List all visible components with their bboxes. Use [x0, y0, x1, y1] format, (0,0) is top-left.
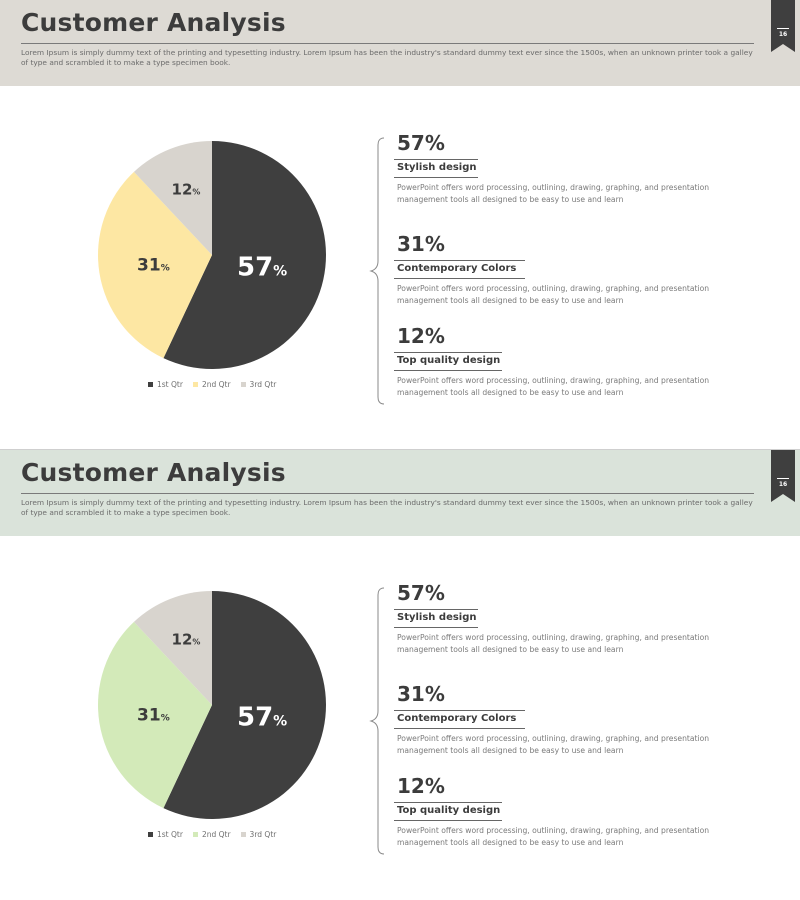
pie-slice-3rd-qtr [133, 141, 212, 255]
feature-heading: Stylish design [397, 612, 477, 623]
heading-bottom-rule [394, 627, 478, 628]
heading-top-rule [394, 710, 525, 711]
pie-chart: 57% 31% 12% [98, 591, 326, 819]
feature-percent: 12% [397, 324, 445, 348]
pie-data-label: 31% [137, 705, 170, 725]
slide-subtitle: Lorem Ipsum is simply dummy text of the … [21, 498, 753, 517]
feature-percent: 57% [397, 581, 445, 605]
chart-legend: 1st Qtr 2nd Qtr 3rd Qtr [148, 828, 276, 840]
feature-description: PowerPoint offers word processing, outli… [397, 633, 710, 654]
pie-slice-1st-qtr [163, 591, 326, 819]
legend-label: 2nd Qtr [201, 829, 231, 839]
slide-divider [0, 449, 800, 450]
feature-description: PowerPoint offers word processing, outli… [397, 734, 710, 755]
heading-top-rule [394, 802, 502, 803]
page-number-badge: 16 [771, 0, 795, 52]
curly-brace [369, 587, 385, 855]
feature-heading: Contemporary Colors [397, 713, 517, 724]
legend-swatch [192, 381, 198, 387]
pie-data-label: 12% [172, 631, 201, 649]
pie-slice-2nd-qtr [98, 621, 212, 809]
title-underline [21, 43, 754, 44]
feature-item: 12% Top quality design PowerPoint offers… [394, 773, 737, 848]
feature-percent: 31% [397, 232, 445, 256]
feature-item: 57% Stylish design PowerPoint offers wor… [394, 580, 737, 655]
legend-item: 1st Qtr [148, 380, 183, 389]
legend-label: 1st Qtr [157, 829, 183, 839]
pie-data-label: 57% [237, 703, 287, 733]
legend-label: 2nd Qtr [201, 379, 231, 389]
legend-item: 2nd Qtr [192, 379, 231, 389]
curly-brace [369, 137, 385, 405]
heading-bottom-rule [394, 728, 525, 729]
legend-swatch [148, 381, 153, 387]
feature-heading: Top quality design [397, 805, 501, 816]
legend-swatch [148, 831, 153, 837]
feature-heading: Stylish design [397, 162, 477, 173]
legend-item: 3rd Qtr [240, 379, 277, 389]
feature-heading: Top quality design [397, 355, 501, 366]
bookmark-icon [771, 0, 795, 52]
feature-percent: 31% [397, 682, 445, 706]
feature-item: 31% Contemporary Colors PowerPoint offer… [394, 681, 737, 756]
slide-1: Customer Analysis Lorem Ipsum is simply … [0, 0, 800, 449]
feature-description: PowerPoint offers word processing, outli… [397, 376, 710, 397]
title-underline [21, 493, 754, 494]
legend-swatch [192, 831, 198, 837]
page-number: 16 [778, 31, 788, 38]
slide-header: Customer Analysis Lorem Ipsum is simply … [0, 0, 800, 86]
pie-slice-1st-qtr [163, 141, 326, 369]
feature-item: 57% Stylish design PowerPoint offers wor… [394, 130, 737, 205]
feature-percent: 12% [397, 774, 445, 798]
heading-bottom-rule [394, 278, 525, 279]
feature-percent: 57% [397, 131, 445, 155]
chart-legend: 1st Qtr 2nd Qtr 3rd Qtr [148, 378, 276, 390]
pie-data-label: 57% [237, 253, 287, 283]
pie-slice-3rd-qtr [133, 591, 212, 705]
legend-item: 3rd Qtr [240, 829, 277, 839]
slide-title: Customer Analysis [21, 458, 286, 487]
pie-data-label: 31% [137, 255, 170, 275]
legend-swatch [240, 831, 246, 837]
heading-bottom-rule [394, 177, 478, 178]
slide-2: Customer Analysis Lorem Ipsum is simply … [0, 450, 800, 899]
bookmark-icon [771, 450, 795, 502]
feature-item: 12% Top quality design PowerPoint offers… [394, 323, 737, 398]
slide-title: Customer Analysis [21, 8, 286, 37]
feature-description: PowerPoint offers word processing, outli… [397, 284, 710, 305]
pie-slice-2nd-qtr [98, 171, 212, 359]
page-number-badge: 16 [771, 450, 795, 502]
heading-top-rule [394, 352, 502, 353]
legend-label: 1st Qtr [157, 379, 183, 389]
heading-top-rule [394, 609, 478, 610]
heading-top-rule [394, 260, 525, 261]
legend-swatch [240, 381, 246, 387]
pie-chart: 57% 31% 12% [98, 141, 326, 369]
heading-top-rule [394, 159, 478, 160]
heading-bottom-rule [394, 370, 502, 371]
feature-description: PowerPoint offers word processing, outli… [397, 183, 710, 204]
feature-heading: Contemporary Colors [397, 263, 517, 274]
legend-item: 1st Qtr [148, 830, 183, 839]
legend-item: 2nd Qtr [192, 829, 231, 839]
pie-data-label: 12% [172, 181, 201, 199]
legend-label: 3rd Qtr [249, 379, 277, 389]
legend-label: 3rd Qtr [249, 829, 277, 839]
feature-description: PowerPoint offers word processing, outli… [397, 826, 710, 847]
page-number: 16 [778, 481, 788, 488]
slide-header: Customer Analysis Lorem Ipsum is simply … [0, 450, 800, 536]
slide-subtitle: Lorem Ipsum is simply dummy text of the … [21, 48, 753, 67]
feature-item: 31% Contemporary Colors PowerPoint offer… [394, 231, 737, 306]
heading-bottom-rule [394, 820, 502, 821]
